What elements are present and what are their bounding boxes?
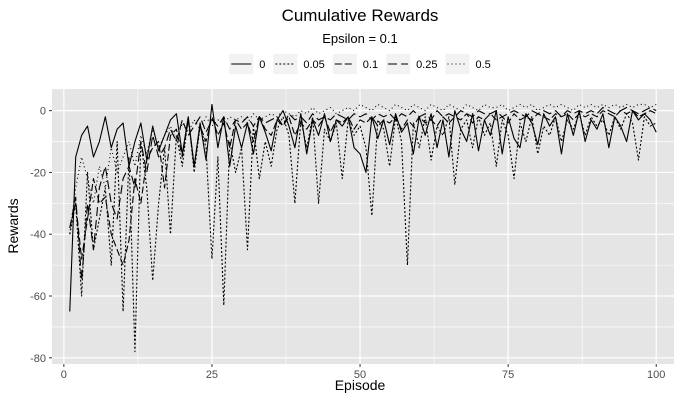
series-line-2	[69, 110, 657, 266]
x-tick-label: 100	[647, 369, 665, 381]
legend-label: 0.25	[416, 59, 437, 71]
legend-key	[445, 54, 470, 74]
series-line-0	[69, 103, 657, 312]
legend-label: 0.5	[475, 59, 490, 71]
legend: 0 0.05 0.1 0.25 0.5	[229, 54, 491, 74]
legend-key	[386, 54, 411, 74]
y-tick-label: -40	[30, 229, 46, 241]
x-axis-title: Episode	[335, 377, 386, 393]
chart-title: Cumulative Rewards	[282, 6, 439, 25]
chart-subtitle: Epsilon = 0.1	[322, 31, 398, 46]
y-tick-label: 0	[40, 106, 46, 118]
plot-panel	[52, 89, 674, 364]
y-tick-label: -80	[30, 353, 46, 365]
x-tick-label: 0	[61, 369, 67, 381]
x-axis: 0 25 50 75 100	[61, 364, 665, 381]
legend-label: 0.1	[363, 59, 378, 71]
x-tick-label: 75	[502, 369, 514, 381]
y-tick-label: -60	[30, 291, 46, 303]
series-group	[69, 103, 657, 353]
x-tick-label: 25	[206, 369, 218, 381]
y-tick-label: -20	[30, 167, 46, 179]
y-axis: 0 -20 -40 -60 -80	[30, 106, 52, 365]
legend-label: 0.05	[303, 59, 324, 71]
legend-label: 0	[259, 59, 265, 71]
series-line-4	[69, 103, 657, 235]
series-line-3	[69, 106, 657, 282]
y-axis-title: Rewards	[5, 198, 21, 253]
x-tick-label: 50	[354, 369, 366, 381]
grid	[52, 89, 674, 364]
